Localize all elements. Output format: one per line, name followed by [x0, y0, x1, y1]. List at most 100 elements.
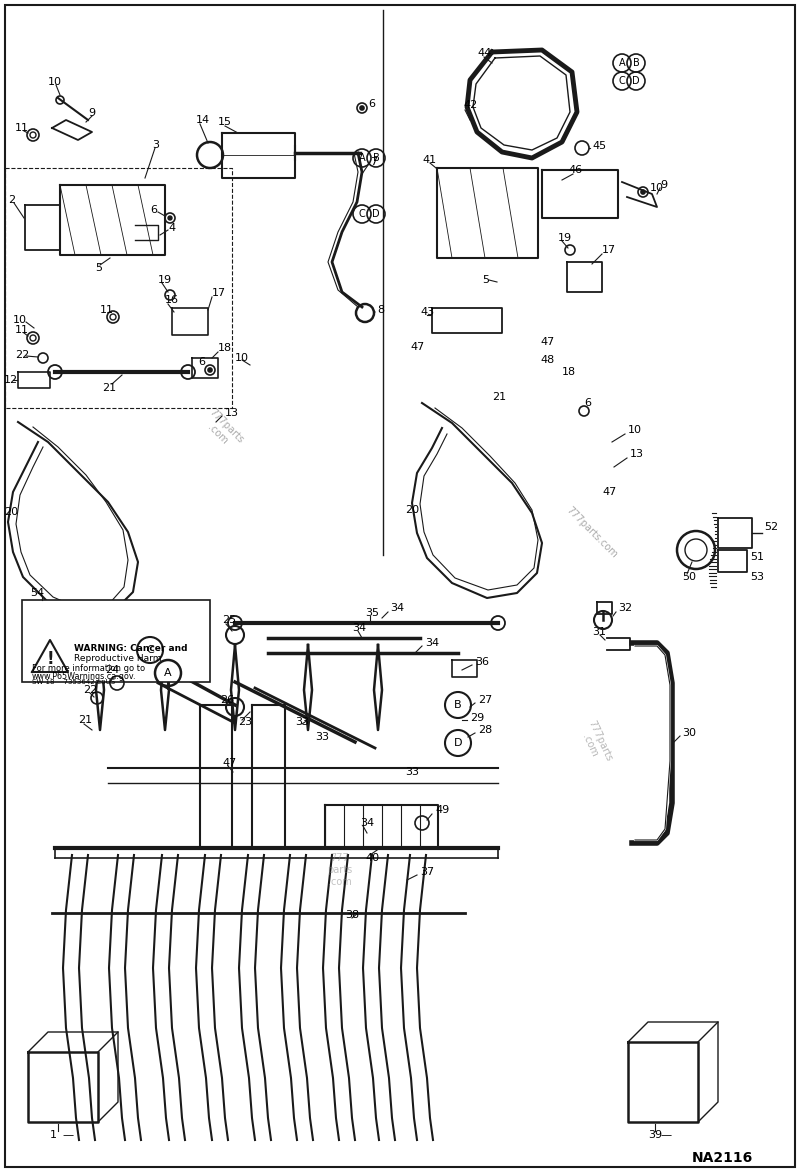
- Text: 48: 48: [540, 355, 554, 364]
- Text: 47: 47: [602, 488, 616, 497]
- Text: 14: 14: [196, 115, 210, 125]
- Text: 11: 11: [15, 325, 29, 335]
- Text: 9: 9: [88, 108, 95, 118]
- Text: 37: 37: [420, 867, 434, 877]
- Text: 28: 28: [478, 725, 492, 735]
- Text: 47: 47: [222, 758, 236, 768]
- Text: 5: 5: [95, 263, 102, 273]
- Text: 41: 41: [422, 155, 436, 165]
- Circle shape: [360, 105, 364, 110]
- Text: 9: 9: [660, 180, 667, 190]
- Text: 10: 10: [235, 353, 249, 363]
- Text: www.P65Warnings.ca.gov.: www.P65Warnings.ca.gov.: [32, 672, 137, 681]
- Text: 21: 21: [102, 383, 116, 393]
- Text: 17: 17: [602, 245, 616, 255]
- Text: 11: 11: [15, 123, 29, 132]
- Text: 42: 42: [463, 100, 478, 110]
- Text: 20: 20: [405, 505, 419, 515]
- Text: 33: 33: [405, 766, 419, 777]
- Text: —: —: [660, 1130, 671, 1140]
- Text: 22: 22: [15, 350, 30, 360]
- Text: 47: 47: [410, 342, 424, 352]
- Text: WARNING: Cancer and: WARNING: Cancer and: [74, 643, 187, 653]
- Text: C: C: [146, 645, 154, 655]
- Text: D: D: [454, 738, 462, 748]
- Circle shape: [208, 368, 212, 372]
- Text: 39: 39: [648, 1130, 662, 1140]
- Text: SW 18    7353642 enUS: SW 18 7353642 enUS: [32, 679, 115, 684]
- Text: 31: 31: [592, 627, 606, 638]
- Text: 10: 10: [628, 425, 642, 435]
- Text: 777parts.com: 777parts.com: [565, 504, 619, 559]
- Text: For more information go to: For more information go to: [32, 665, 145, 673]
- Text: 22: 22: [83, 684, 98, 695]
- Text: 44: 44: [477, 48, 491, 57]
- Text: !: !: [46, 650, 54, 668]
- Text: 47: 47: [540, 338, 554, 347]
- Text: —: —: [62, 1130, 73, 1140]
- Text: 10: 10: [650, 183, 664, 193]
- Circle shape: [641, 190, 645, 195]
- Text: 34: 34: [360, 818, 374, 827]
- Text: 6: 6: [368, 98, 375, 109]
- Bar: [22, 600, 210, 682]
- Text: 45: 45: [592, 141, 606, 151]
- Text: 777parts
.com: 777parts .com: [576, 718, 614, 768]
- Text: 15: 15: [218, 117, 232, 127]
- Text: A: A: [358, 154, 366, 163]
- Text: 24: 24: [105, 665, 119, 675]
- Text: 17: 17: [212, 288, 226, 298]
- Text: 53: 53: [750, 572, 764, 582]
- Text: 34: 34: [352, 624, 366, 633]
- Text: 6: 6: [198, 357, 205, 367]
- Text: 12: 12: [4, 375, 18, 384]
- Text: 19: 19: [558, 233, 572, 243]
- Text: 49: 49: [435, 805, 450, 815]
- Text: C: C: [618, 76, 626, 86]
- Text: 32: 32: [618, 604, 632, 613]
- Text: 21: 21: [78, 715, 92, 725]
- Text: 10: 10: [13, 315, 27, 325]
- Text: 50: 50: [682, 572, 696, 582]
- Circle shape: [168, 216, 172, 220]
- Text: 20: 20: [4, 507, 18, 517]
- Text: 1: 1: [50, 1130, 57, 1140]
- Text: 13: 13: [630, 449, 644, 459]
- Text: 25: 25: [222, 615, 236, 625]
- Text: 3: 3: [152, 139, 159, 150]
- Text: B: B: [373, 154, 379, 163]
- Text: 6: 6: [150, 205, 157, 214]
- Text: 33: 33: [295, 717, 309, 727]
- Text: 18: 18: [562, 367, 576, 377]
- Text: 6: 6: [584, 398, 591, 408]
- Text: 21: 21: [492, 391, 506, 402]
- Text: 51: 51: [750, 552, 764, 563]
- Text: 33: 33: [315, 732, 329, 742]
- Text: 30: 30: [682, 728, 696, 738]
- Text: 52: 52: [764, 522, 778, 532]
- Text: 8: 8: [377, 305, 384, 315]
- Text: NA2116: NA2116: [692, 1151, 754, 1165]
- Text: B: B: [454, 700, 462, 710]
- Text: D: D: [632, 76, 640, 86]
- Text: 34: 34: [425, 638, 439, 648]
- Text: 777parts
.com: 777parts .com: [199, 407, 245, 454]
- Text: 23: 23: [238, 717, 252, 727]
- Text: D: D: [372, 209, 380, 219]
- Text: 26: 26: [220, 695, 234, 706]
- Text: A: A: [618, 57, 626, 68]
- Text: 777
parts
.com: 777 parts .com: [327, 853, 353, 886]
- Text: C: C: [358, 209, 366, 219]
- Text: 36: 36: [475, 657, 489, 667]
- Text: 19: 19: [158, 275, 172, 285]
- Text: 5: 5: [482, 275, 489, 285]
- Text: B: B: [633, 57, 639, 68]
- Text: 7: 7: [370, 157, 377, 166]
- Text: 18: 18: [218, 343, 232, 353]
- Text: 38: 38: [345, 909, 359, 920]
- Text: 27: 27: [478, 695, 492, 706]
- Text: 2: 2: [8, 195, 15, 205]
- Text: 35: 35: [365, 608, 379, 618]
- Text: Reproductive Harm: Reproductive Harm: [74, 654, 162, 663]
- Text: 54: 54: [30, 588, 44, 598]
